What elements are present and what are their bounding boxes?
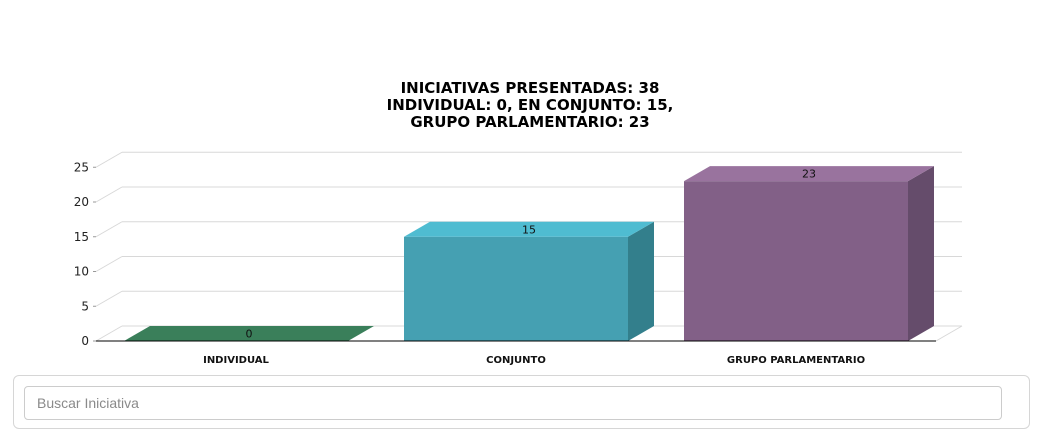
- bar-top: [684, 166, 934, 182]
- gridline-depth: [95, 151, 123, 168]
- x-category-label: GRUPO PARLAMENTARIO: [727, 355, 865, 366]
- floor-edge: [935, 325, 963, 342]
- y-tick-label: 5: [81, 299, 89, 313]
- bar-front[interactable]: [404, 236, 628, 341]
- y-tick-label: 20: [74, 195, 89, 209]
- chart-title: INICIATIVAS PRESENTADAS: 38 INDIVIDUAL: …: [0, 80, 1060, 131]
- chart-title-line-1: INICIATIVAS PRESENTADAS: 38: [400, 79, 660, 97]
- gridline-depth: [95, 325, 123, 342]
- bar-side: [628, 221, 654, 341]
- search-panel: [13, 375, 1030, 429]
- x-category-label: INDIVIDUAL: [203, 355, 269, 366]
- gridline-depth: [95, 221, 123, 238]
- gridline-depth: [95, 256, 123, 272]
- y-tick-label: 0: [81, 334, 89, 348]
- x-category-label: CONJUNTO: [486, 355, 546, 366]
- bar-top: [124, 326, 374, 341]
- data-label: 23: [802, 168, 816, 181]
- chart-title-line-2: INDIVIDUAL: 0, EN CONJUNTO: 15,: [386, 96, 674, 114]
- bar-side: [908, 166, 934, 341]
- y-tick-label: 15: [74, 230, 89, 244]
- bar-top: [404, 221, 654, 237]
- data-label: 0: [246, 328, 253, 341]
- chart-title-line-3: GRUPO PARLAMENTARIO: 23: [410, 113, 650, 131]
- y-tick-label: 25: [74, 160, 89, 174]
- bar-front[interactable]: [684, 181, 908, 341]
- search-input[interactable]: [24, 386, 1002, 420]
- gridline-depth: [95, 290, 123, 307]
- gridline-depth: [95, 186, 123, 203]
- data-label: 15: [522, 223, 536, 236]
- y-tick-label: 10: [74, 265, 89, 279]
